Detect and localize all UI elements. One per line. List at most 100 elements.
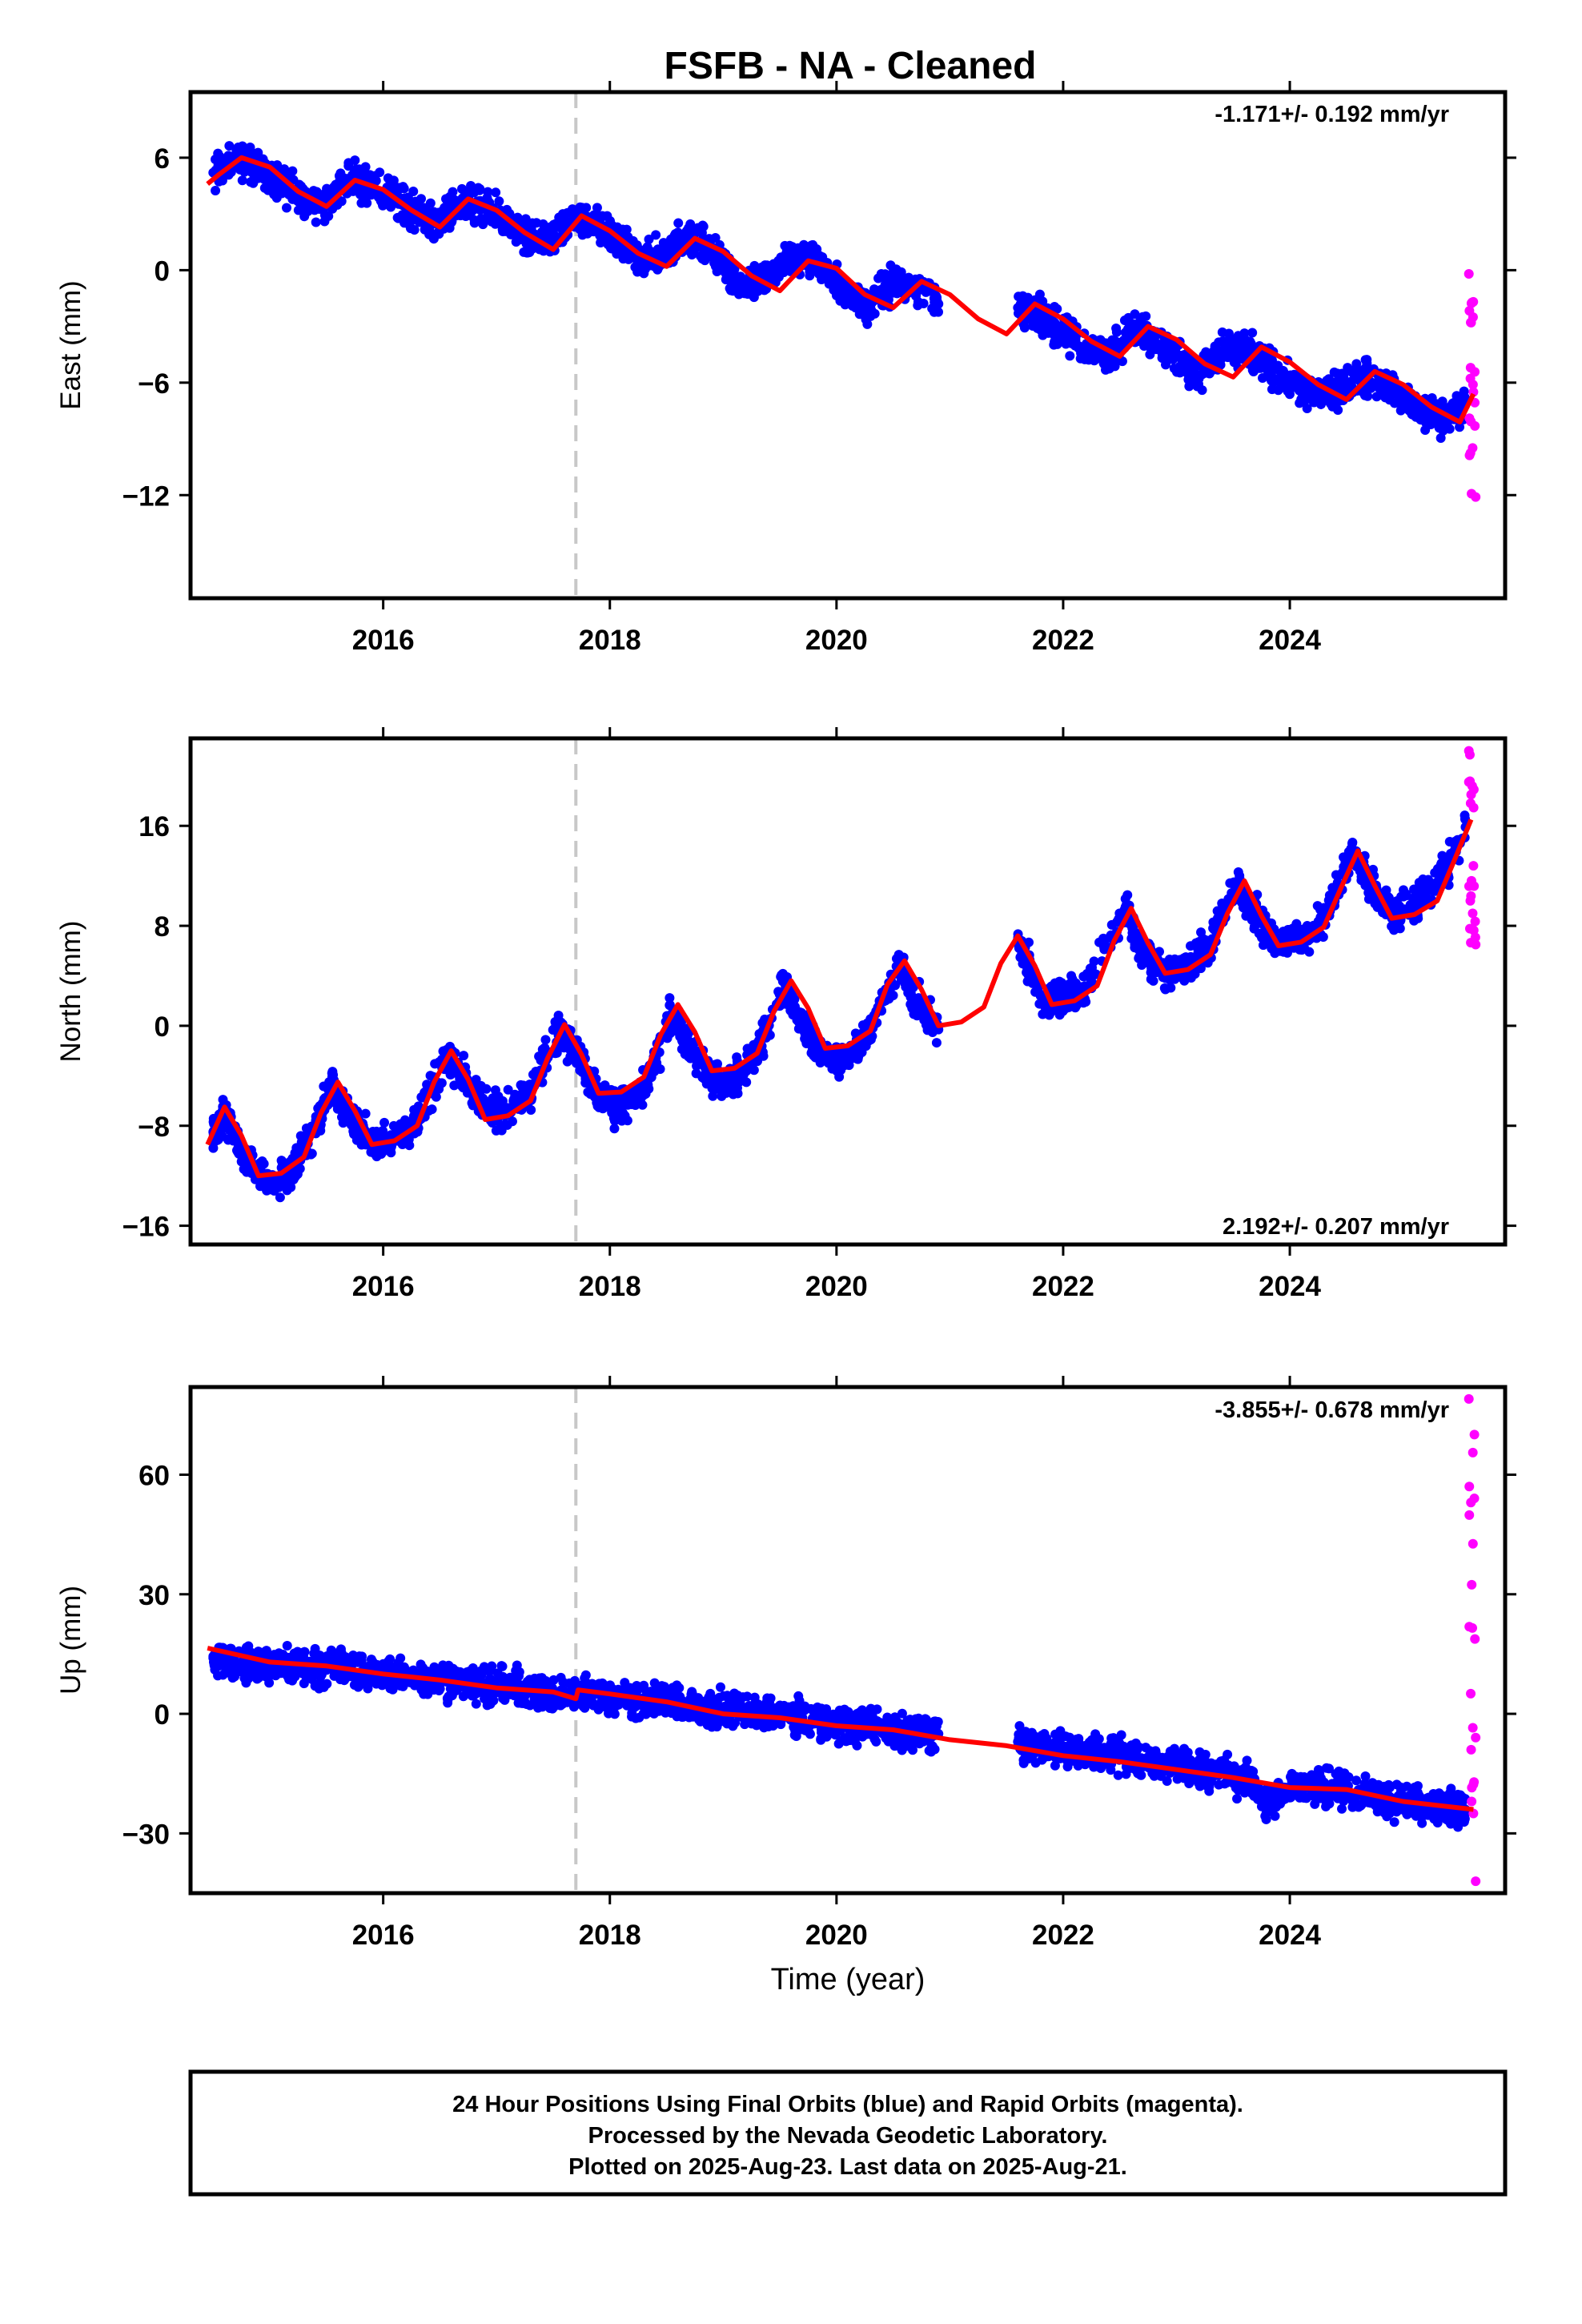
final-orbit-point bbox=[1307, 396, 1318, 406]
rapid-orbit-point bbox=[1464, 269, 1474, 279]
final-orbit-point bbox=[237, 175, 247, 186]
final-orbit-point bbox=[285, 188, 295, 199]
final-orbit-point bbox=[733, 289, 744, 300]
final-orbit-point bbox=[616, 1116, 627, 1126]
final-orbit-point bbox=[1267, 384, 1277, 395]
rapid-orbit-point bbox=[1467, 489, 1477, 499]
final-orbit-point bbox=[323, 211, 334, 221]
final-orbit-point bbox=[1435, 433, 1446, 444]
final-orbit-point bbox=[397, 210, 408, 220]
final-orbit-point bbox=[1130, 929, 1140, 939]
final-orbit-point bbox=[494, 1096, 504, 1107]
final-orbit-point bbox=[642, 1077, 652, 1088]
final-orbit-point bbox=[1251, 919, 1262, 929]
final-orbit-point bbox=[1452, 391, 1462, 401]
rapid-orbit-point bbox=[1464, 750, 1475, 760]
x-tick-label: 2024 bbox=[1259, 1271, 1321, 1302]
final-orbit-point bbox=[1019, 323, 1030, 333]
final-orbit-point bbox=[866, 307, 877, 317]
final-orbit-point bbox=[540, 1035, 551, 1045]
final-orbit-point bbox=[1355, 366, 1365, 376]
final-orbit-point bbox=[241, 1642, 251, 1653]
velocity-annotation: 2.192+/- 0.207 mm/yr bbox=[1223, 1214, 1449, 1240]
final-orbit-point bbox=[482, 193, 492, 203]
final-orbit-point bbox=[416, 194, 427, 204]
final-orbit-point bbox=[1339, 377, 1350, 388]
final-orbit-point bbox=[560, 217, 570, 227]
final-orbit-point bbox=[1071, 981, 1082, 991]
final-orbit-point bbox=[1347, 838, 1357, 849]
final-orbit-point bbox=[1130, 309, 1140, 320]
final-orbit-point bbox=[287, 166, 298, 176]
final-orbit-point bbox=[595, 1098, 605, 1108]
final-orbit-point bbox=[419, 203, 429, 213]
final-orbit-point bbox=[516, 1080, 526, 1090]
final-orbit-point bbox=[1287, 381, 1298, 392]
final-orbit-point bbox=[369, 189, 379, 199]
final-orbit-point bbox=[844, 1060, 854, 1071]
final-orbit-point bbox=[687, 1038, 697, 1048]
final-orbit-point bbox=[639, 1090, 649, 1100]
final-orbit-point bbox=[780, 240, 790, 251]
final-orbit-point bbox=[677, 1044, 687, 1055]
final-orbit-point bbox=[1437, 861, 1447, 871]
rapid-orbit-point bbox=[1466, 875, 1476, 886]
final-orbit-point bbox=[1304, 947, 1315, 957]
final-orbit-point bbox=[1387, 898, 1398, 908]
final-orbit-point bbox=[360, 1108, 371, 1119]
final-orbit-point bbox=[1184, 370, 1195, 380]
final-orbit-point bbox=[469, 187, 480, 198]
final-orbit-point bbox=[239, 167, 250, 177]
final-orbit-point bbox=[712, 266, 722, 276]
final-orbit-point bbox=[270, 1175, 280, 1185]
final-orbit-point bbox=[921, 287, 931, 297]
final-orbit-point bbox=[913, 300, 923, 311]
final-orbit-point bbox=[1177, 367, 1187, 377]
final-orbit-point bbox=[469, 218, 480, 228]
final-orbit-point bbox=[603, 234, 613, 244]
final-orbit-point bbox=[651, 230, 661, 240]
final-orbit-point bbox=[832, 1066, 842, 1076]
final-orbit-point bbox=[827, 271, 837, 282]
y-tick-label: −6 bbox=[138, 368, 170, 400]
final-orbit-point bbox=[1208, 351, 1219, 361]
final-orbit-point bbox=[1150, 963, 1160, 974]
final-orbit-point bbox=[813, 268, 824, 279]
series-rapid-orbits bbox=[1464, 269, 1481, 502]
final-orbit-point bbox=[516, 235, 526, 245]
final-orbit-point bbox=[1098, 942, 1109, 952]
final-orbit-point bbox=[572, 1058, 582, 1068]
final-orbit-point bbox=[799, 1026, 809, 1036]
final-orbit-point bbox=[246, 177, 256, 187]
final-orbit-point bbox=[767, 263, 777, 273]
final-orbit-point bbox=[1094, 352, 1105, 362]
final-orbit-point bbox=[1166, 342, 1176, 352]
final-orbit-point bbox=[1359, 390, 1370, 400]
final-orbit-point bbox=[458, 1082, 468, 1092]
final-orbit-point bbox=[1444, 836, 1455, 846]
final-orbit-point bbox=[241, 1675, 251, 1686]
x-tick-label: 2020 bbox=[805, 1271, 868, 1302]
final-orbit-point bbox=[1378, 388, 1388, 398]
model-curve bbox=[206, 155, 1476, 424]
rapid-orbit-point bbox=[1464, 450, 1475, 460]
final-orbit-point bbox=[1014, 292, 1024, 302]
final-orbit-point bbox=[1157, 346, 1167, 356]
final-orbit-point bbox=[279, 164, 290, 175]
final-orbit-point bbox=[609, 1124, 620, 1134]
final-orbit-point bbox=[1086, 352, 1097, 363]
final-orbit-point bbox=[481, 1096, 492, 1107]
final-orbit-point bbox=[769, 275, 779, 285]
final-orbit-point bbox=[697, 254, 708, 264]
final-orbit-point bbox=[1229, 340, 1239, 351]
final-orbit-point bbox=[1174, 959, 1185, 969]
final-orbit-point bbox=[896, 267, 906, 277]
x-tick-label: 2018 bbox=[579, 625, 641, 656]
final-orbit-point bbox=[459, 1051, 469, 1061]
rapid-orbit-point bbox=[1466, 298, 1476, 308]
final-orbit-point bbox=[697, 220, 708, 231]
y-tick-label: −12 bbox=[122, 480, 170, 512]
final-orbit-point bbox=[333, 1100, 343, 1110]
final-orbit-point bbox=[741, 1077, 752, 1088]
final-orbit-point bbox=[360, 162, 371, 172]
